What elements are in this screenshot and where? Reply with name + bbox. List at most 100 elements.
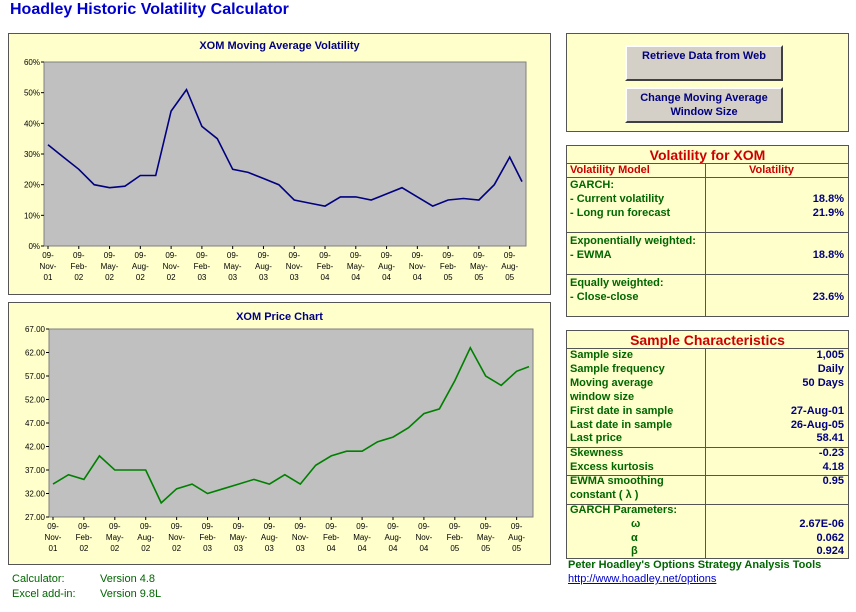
current-vol-value: 18.8% <box>812 193 844 205</box>
sample-freq-label: Sample frequency <box>570 363 665 375</box>
longrun-label: - Long run forecast <box>570 207 671 219</box>
volatility-chart-title: XOM Moving Average Volatility <box>199 40 360 52</box>
first-date-label: First date in sample <box>570 405 674 417</box>
price-xtick-label: 09-Feb-02 <box>76 522 93 553</box>
volatility-xtick-label: 09-Feb-05 <box>440 251 457 282</box>
volatility-ytick-label: 50% <box>24 89 40 98</box>
price-xtick-label: 09-Nov-03 <box>292 522 309 553</box>
price-series-line <box>52 346 530 505</box>
price-xtick-label: 09-Feb-03 <box>199 522 216 553</box>
ewma-smoothing-label: EWMA smoothing <box>570 475 664 487</box>
col-model-header: Volatility Model <box>570 164 650 176</box>
kurtosis-value: 4.18 <box>822 461 844 473</box>
eq-weighted-label: Equally weighted: <box>570 277 664 289</box>
volatility-plot-area <box>43 61 527 247</box>
price-xtick-label: 09-Feb-05 <box>447 522 464 553</box>
addin-label: Excel add-in: <box>12 588 76 600</box>
sample-characteristics-table: Sample Characteristics Sample size 1,005 … <box>566 330 849 559</box>
volatility-chart-panel: XOM Moving Average Volatility 0% 10% 20% 30… <box>8 33 551 295</box>
change-window-button[interactable]: Change Moving Average Window Size <box>625 87 783 123</box>
price-ytick-label: 47.00 <box>25 419 46 428</box>
current-vol-label: - Current volatility <box>570 193 665 205</box>
ewma-smoothing-label-2: constant ( λ ) <box>570 489 639 501</box>
kurtosis-label: Excess kurtosis <box>570 461 654 473</box>
garch-params-label: GARCH Parameters: <box>570 504 677 516</box>
window-label-2: window size <box>570 391 635 403</box>
last-date-label: Last date in sample <box>570 419 673 431</box>
app-title: Hoadley Historic Volatility Calculator <box>10 1 289 18</box>
price-ytick-label: 62.00 <box>25 349 46 358</box>
price-ytick-label: 57.00 <box>25 372 46 381</box>
price-chart-title: XOM Price Chart <box>236 311 323 323</box>
volatility-chart: 0% 10% 20% 30% 40% 50% 60% 09-Nov-01 09-Feb-02 09… <box>24 58 527 282</box>
ewma-smoothing-value: 0.95 <box>822 475 844 487</box>
volatility-table: Volatility for XOM Volatility Model Vola… <box>566 145 849 317</box>
price-xtick-label: 09-May-02 <box>106 522 124 553</box>
price-ytick-label: 67.00 <box>25 325 46 334</box>
volatility-xtick-label: 09-Aug-05 <box>501 251 518 282</box>
window-value: 50 Days <box>802 377 844 389</box>
price-ytick-label: 52.00 <box>25 396 46 405</box>
volatility-xtick-label: 09-May-05 <box>470 251 488 282</box>
price-xtick-label: 09-May-05 <box>477 522 495 553</box>
volatility-xtick-label: 09-May-04 <box>347 251 365 282</box>
sample-size-label: Sample size <box>570 349 633 361</box>
price-xtick-label: 09-May-04 <box>353 522 371 553</box>
beta-symbol: β <box>631 545 638 557</box>
button-panel: Retrieve Data from Web Change Moving Ave… <box>566 33 849 132</box>
alpha-symbol: α <box>631 532 638 544</box>
volatility-xtick-label: 09-May-02 <box>101 251 119 282</box>
price-xtick-label: 09-Aug-02 <box>137 522 154 553</box>
price-xtick-label: 09-Nov-01 <box>45 522 62 553</box>
alpha-value: 0.062 <box>816 532 844 544</box>
credit-text: Peter Hoadley's Options Strategy Analysi… <box>568 559 822 571</box>
volatility-xtick-label: 09-Nov-02 <box>163 251 180 282</box>
price-chart-panel: XOM Price Chart 27.00 32.00 37.00 42.00 47.0… <box>8 302 551 565</box>
close-close-label: - Close-close <box>570 291 639 303</box>
price-xtick-label: 09-Aug-04 <box>385 522 402 553</box>
volatility-ytick-label: 60% <box>24 58 40 67</box>
omega-symbol: ω <box>631 518 641 530</box>
last-price-value: 58.41 <box>816 432 844 444</box>
volatility-ytick-label: 10% <box>24 211 40 220</box>
price-xtick-label: 09-Aug-05 <box>508 522 525 553</box>
volatility-xtick-label: 09-Feb-02 <box>71 251 88 282</box>
calculator-version: Version 4.8 <box>100 573 156 585</box>
volatility-xtick-label: 09-Nov-01 <box>40 251 57 282</box>
volatility-xtick-label: 09-Aug-03 <box>255 251 272 282</box>
calculator-label: Calculator: <box>12 573 65 585</box>
price-ytick-label: 37.00 <box>25 466 46 475</box>
volatility-xtick-label: 09-Aug-02 <box>132 251 149 282</box>
price-plot-area <box>48 328 534 518</box>
volatility-xtick-label: 09-Aug-04 <box>378 251 395 282</box>
volatility-ytick-label: 20% <box>24 181 40 190</box>
hoadley-link[interactable]: http://www.hoadley.net/options <box>568 573 717 585</box>
price-ytick-label: 32.00 <box>25 490 46 499</box>
price-xtick-label: 09-Aug-03 <box>261 522 278 553</box>
omega-value: 2.67E-06 <box>799 518 844 530</box>
price-ytick-label: 27.00 <box>25 513 46 522</box>
volatility-ytick-label: 30% <box>24 150 40 159</box>
ewma-label: - EWMA <box>570 249 612 261</box>
ewma-value: 18.8% <box>812 249 844 261</box>
exp-weighted-label: Exponentially weighted: <box>570 235 696 247</box>
price-xtick-label: 09-May-03 <box>230 522 248 553</box>
price-xtick-label: 09-Feb-04 <box>323 522 340 553</box>
volatility-xtick-label: 09-Nov-04 <box>409 251 426 282</box>
last-date-value: 26-Aug-05 <box>790 419 844 431</box>
price-ytick-label: 42.00 <box>25 443 46 452</box>
price-xtick-label: 09-Nov-02 <box>168 522 185 553</box>
volatility-table-header: Volatility for XOM <box>649 147 766 163</box>
skewness-value: -0.23 <box>818 447 844 459</box>
addin-version: Version 9.8L <box>100 588 162 600</box>
volatility-ytick-label: 40% <box>24 119 40 128</box>
first-date-value: 27-Aug-01 <box>790 405 844 417</box>
volatility-xtick-label: 09-May-03 <box>224 251 242 282</box>
retrieve-data-button[interactable]: Retrieve Data from Web <box>625 45 783 81</box>
close-close-value: 23.6% <box>812 291 844 303</box>
price-chart: 27.00 32.00 37.00 42.00 47.00 52.00 57.00 62.00… <box>25 325 534 553</box>
longrun-value: 21.9% <box>812 207 844 219</box>
garch-label: GARCH: <box>570 179 614 191</box>
price-xtick-label: 09-Nov-04 <box>415 522 432 553</box>
sample-freq-value: Daily <box>817 363 844 375</box>
